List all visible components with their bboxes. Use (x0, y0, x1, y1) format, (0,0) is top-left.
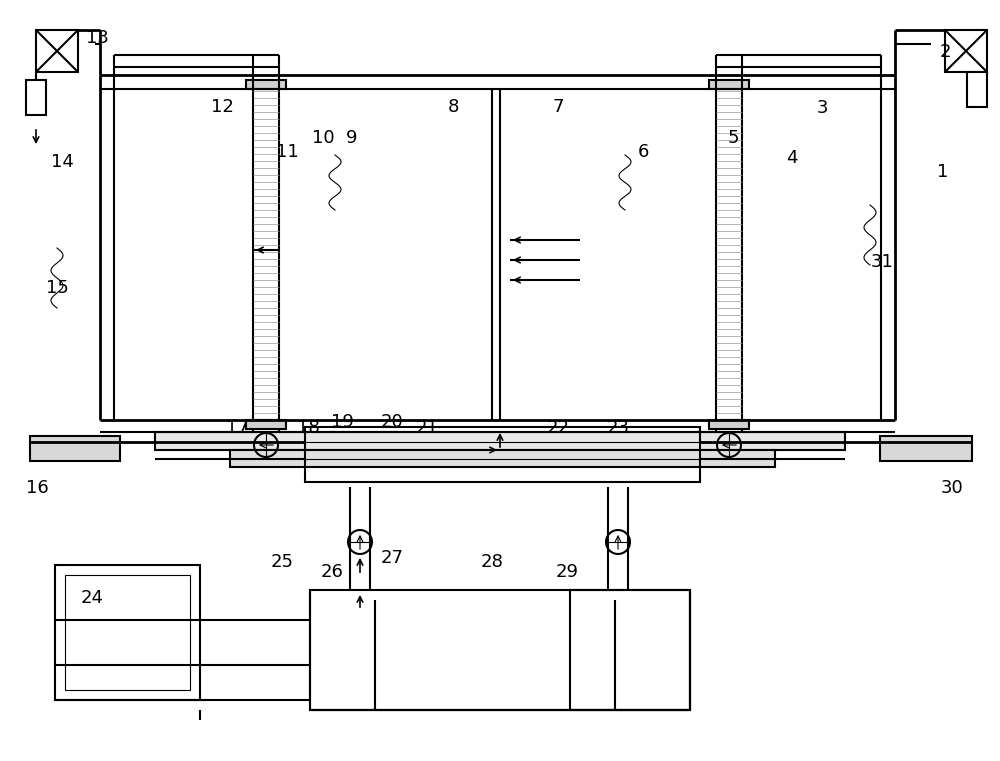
Text: 28: 28 (481, 553, 503, 571)
Text: 30: 30 (941, 479, 963, 497)
Bar (880, 436, 972, 461)
Bar (310, 590, 690, 710)
Text: 21: 21 (416, 419, 438, 437)
Text: 12: 12 (211, 98, 233, 116)
Text: 5: 5 (727, 129, 739, 147)
Bar (230, 450, 775, 467)
Text: 11: 11 (276, 143, 298, 161)
Bar (30, 436, 120, 461)
Text: 2: 2 (939, 43, 951, 61)
Bar (55, 565, 200, 700)
Text: 22: 22 (546, 419, 570, 437)
Bar (305, 427, 700, 482)
Text: 8: 8 (447, 98, 459, 116)
Bar (26, 80, 46, 115)
Bar (570, 590, 690, 710)
Text: 10: 10 (312, 129, 334, 147)
Text: 6: 6 (637, 143, 649, 161)
Bar (967, 72, 987, 107)
Text: 1: 1 (937, 163, 949, 181)
Text: 25: 25 (270, 553, 294, 571)
Text: 18: 18 (297, 419, 319, 437)
Text: 16: 16 (26, 479, 48, 497)
Text: 17: 17 (226, 419, 248, 437)
Text: 20: 20 (381, 413, 403, 431)
Text: 24: 24 (80, 589, 104, 607)
Text: 27: 27 (380, 549, 404, 567)
Text: 13: 13 (86, 29, 108, 47)
Bar (709, 420, 749, 429)
Text: 23: 23 (606, 419, 630, 437)
Text: 19: 19 (331, 413, 353, 431)
Text: 3: 3 (816, 99, 828, 117)
Text: 9: 9 (346, 129, 358, 147)
Text: 15: 15 (46, 279, 68, 297)
Text: 31: 31 (871, 253, 893, 271)
Text: 26: 26 (321, 563, 343, 581)
Bar (246, 80, 286, 89)
Bar (36, 30, 78, 72)
Bar (709, 80, 749, 89)
Text: 7: 7 (552, 98, 564, 116)
Bar (155, 432, 845, 450)
Bar (945, 30, 987, 72)
Text: 29: 29 (556, 563, 578, 581)
Text: 4: 4 (786, 149, 798, 167)
Bar (716, 89, 742, 420)
Bar (246, 420, 286, 429)
Bar (253, 89, 279, 420)
Text: 14: 14 (51, 153, 73, 171)
Bar (65, 575, 190, 690)
